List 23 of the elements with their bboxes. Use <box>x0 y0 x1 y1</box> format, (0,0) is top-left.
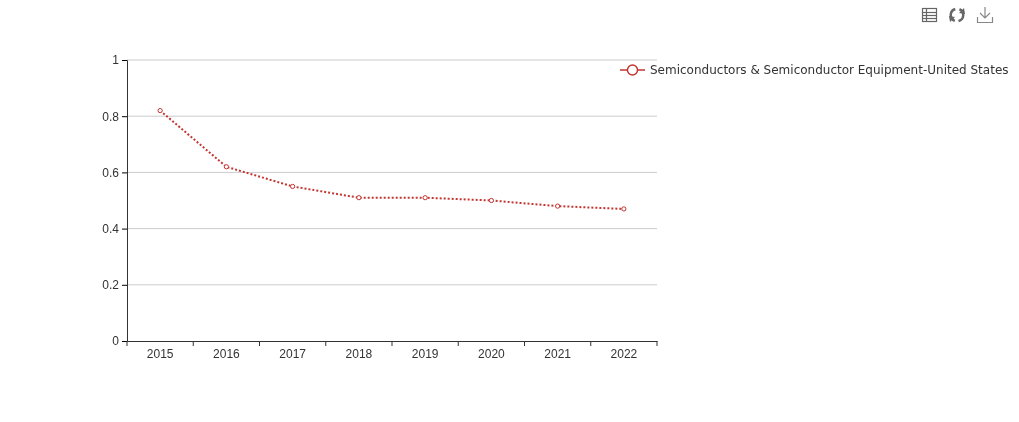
point <box>223 164 229 170</box>
x-tick-label: 2022 <box>610 346 638 361</box>
x-tick-label: 2020 <box>478 346 506 361</box>
x-tick-label: 2019 <box>411 346 439 361</box>
x-tick-label: 2016 <box>213 346 241 361</box>
x-tick-label: 2018 <box>345 346 373 361</box>
legend-label: Semiconductors & Semiconductor Equipment-United States <box>650 63 1009 78</box>
y-tick-label: 0.8 <box>102 109 120 124</box>
x-tick-label: 2021 <box>544 346 572 361</box>
point <box>157 107 163 114</box>
point <box>555 203 561 209</box>
y-tick-label: 0.2 <box>102 278 120 293</box>
y-tick-label: 0 <box>112 334 120 349</box>
x-tick-label: 2015 <box>146 346 174 361</box>
point <box>356 195 362 201</box>
point <box>290 183 296 190</box>
point <box>621 206 627 212</box>
y-tick-label: 0.6 <box>102 165 120 180</box>
y-tick-label: 1 <box>112 53 120 68</box>
x-tick-label: 2017 <box>279 346 307 361</box>
point <box>422 195 428 201</box>
point <box>488 197 494 204</box>
y-tick-label: 0.4 <box>102 221 120 236</box>
